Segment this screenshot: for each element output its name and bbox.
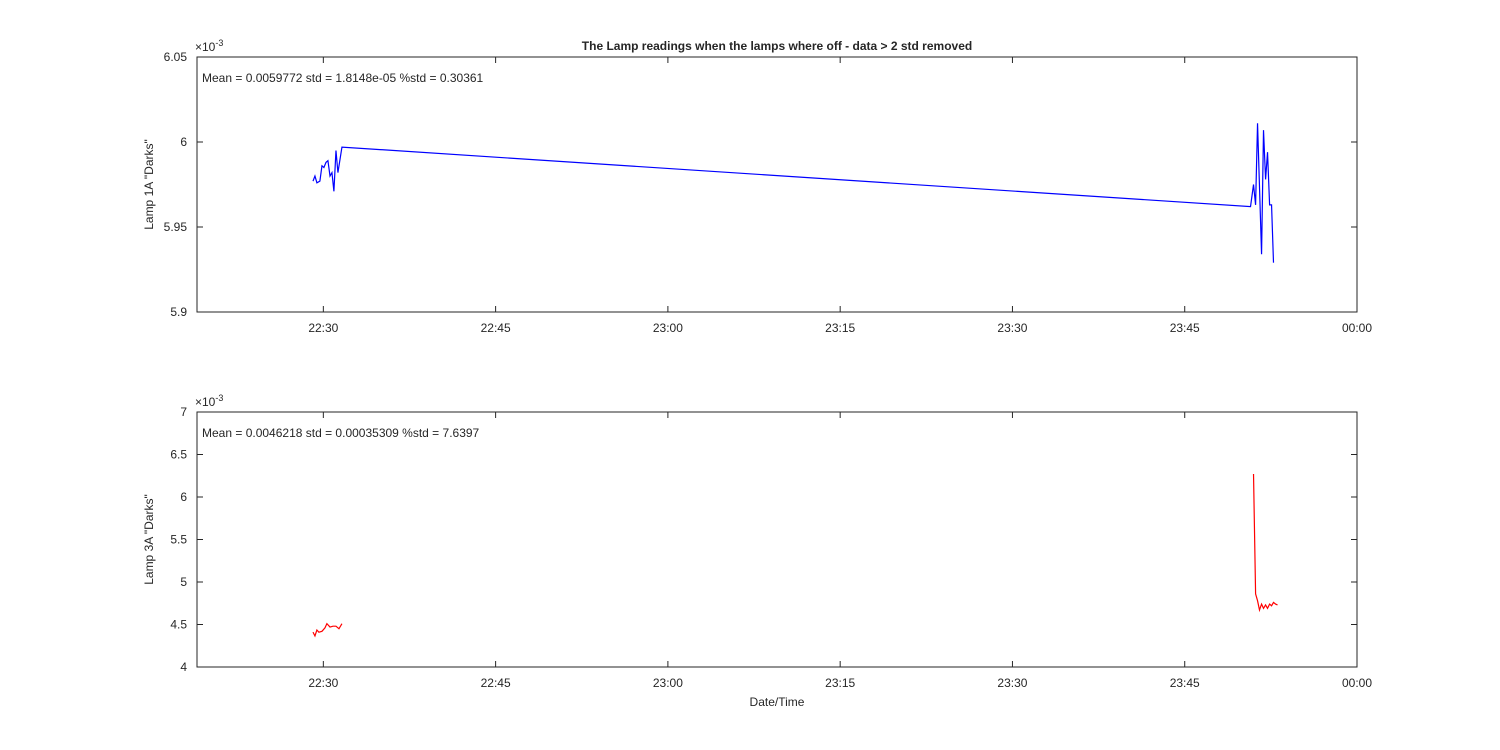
exponent-label: ×10-3 bbox=[195, 38, 223, 54]
x-tick-label: 23:45 bbox=[1170, 676, 1200, 690]
x-tick-label: 23:00 bbox=[653, 321, 683, 335]
exponent-label: ×10-3 bbox=[195, 393, 223, 409]
exponent-base: ×10 bbox=[195, 40, 216, 54]
chart-title: The Lamp readings when the lamps where o… bbox=[582, 39, 972, 53]
x-tick-label: 23:45 bbox=[1170, 321, 1200, 335]
x-tick-label: 22:45 bbox=[481, 676, 511, 690]
annotation: Mean = 0.0046218 std = 0.00035309 %std =… bbox=[202, 426, 480, 440]
y-tick-label: 6.5 bbox=[170, 448, 187, 462]
x-tick-label: 22:30 bbox=[308, 676, 338, 690]
x-tick-label: 00:00 bbox=[1342, 676, 1372, 690]
y-tick-label: 4.5 bbox=[170, 618, 187, 632]
annotation: Mean = 0.0059772 std = 1.8148e-05 %std =… bbox=[202, 71, 484, 85]
x-axis-label: Date/Time bbox=[750, 695, 805, 709]
x-tick-label: 22:30 bbox=[308, 321, 338, 335]
y-tick-label: 5.9 bbox=[170, 305, 187, 319]
exponent-base: ×10 bbox=[195, 395, 216, 409]
data-line bbox=[312, 123, 1275, 263]
x-tick-label: 23:30 bbox=[997, 321, 1027, 335]
y-tick-label: 6.05 bbox=[164, 50, 188, 64]
x-tick-label: 22:45 bbox=[481, 321, 511, 335]
x-tick-label: 23:00 bbox=[653, 676, 683, 690]
x-tick-label: 23:15 bbox=[825, 321, 855, 335]
axes-box bbox=[196, 56, 1358, 313]
x-tick-label: 00:00 bbox=[1342, 321, 1372, 335]
x-tick-label: 23:15 bbox=[825, 676, 855, 690]
axes-box bbox=[196, 411, 1358, 668]
y-tick-label: 5.5 bbox=[170, 533, 187, 547]
y-tick-label: 5.95 bbox=[164, 220, 188, 234]
exponent-power: -3 bbox=[215, 393, 223, 403]
y-tick-label: 4 bbox=[180, 660, 187, 674]
y-tick-label: 6 bbox=[180, 490, 187, 504]
y-tick-label: 6 bbox=[180, 135, 187, 149]
y-tick-label: 5 bbox=[180, 575, 187, 589]
y-axis-label: Lamp 1A "Darks" bbox=[142, 139, 156, 230]
y-tick-label: 7 bbox=[180, 405, 187, 419]
y-axis-label: Lamp 3A "Darks" bbox=[142, 494, 156, 585]
x-tick-label: 23:30 bbox=[997, 676, 1027, 690]
exponent-power: -3 bbox=[215, 38, 223, 48]
data-line bbox=[312, 474, 1278, 638]
